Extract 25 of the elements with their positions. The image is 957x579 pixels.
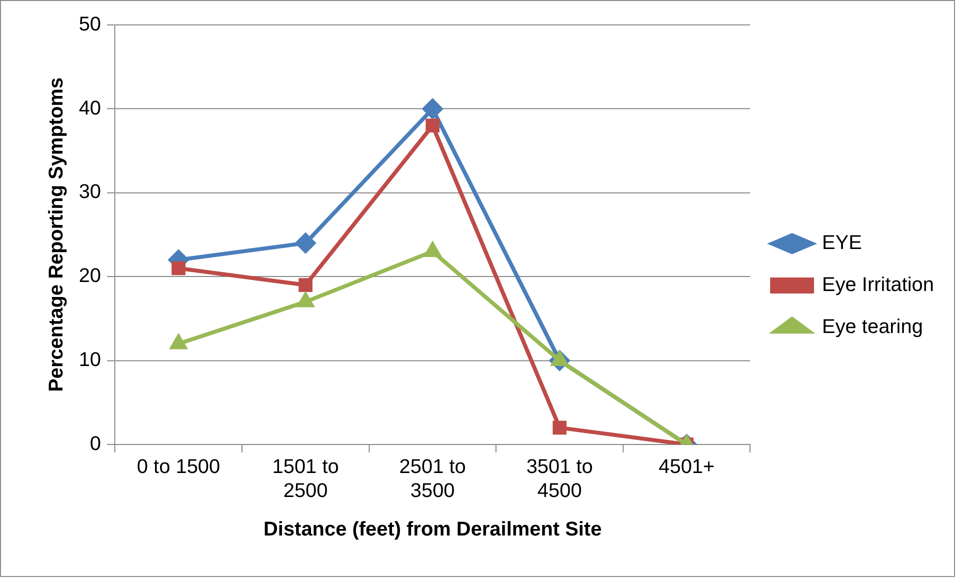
- point: [298, 292, 314, 308]
- x-tick-label: 3501 to 4500: [526, 456, 593, 502]
- y-tick-label: 20: [78, 265, 102, 288]
- y-tick-label: 50: [78, 13, 102, 36]
- legend-label: EYE: [822, 232, 862, 254]
- point: [426, 118, 440, 133]
- point: [296, 233, 316, 254]
- point: [170, 334, 187, 350]
- legend-label: Eye tearing: [822, 316, 923, 338]
- x-tick-label: 0 to 1500: [136, 456, 220, 478]
- point: [172, 261, 186, 276]
- x-tick-label: 4501+: [658, 456, 715, 478]
- y-tick-label: 0: [90, 432, 102, 455]
- point: [422, 98, 443, 119]
- y-tick-label: 10: [78, 349, 102, 372]
- y-tick-label: 40: [78, 97, 102, 120]
- point: [424, 242, 441, 257]
- x-tick-label: 1501 to 2500: [272, 456, 339, 502]
- x-axis-title: Distance (feet) from Derailment Site: [264, 518, 602, 541]
- y-axis-title: Percentage Reporting Symptoms: [45, 77, 68, 392]
- point: [552, 420, 567, 435]
- legend-label: Eye Irritation: [822, 274, 934, 296]
- point: [298, 278, 312, 292]
- x-tick-label: 2501 to 3500: [399, 456, 466, 502]
- y-tick-label: 30: [78, 181, 102, 204]
